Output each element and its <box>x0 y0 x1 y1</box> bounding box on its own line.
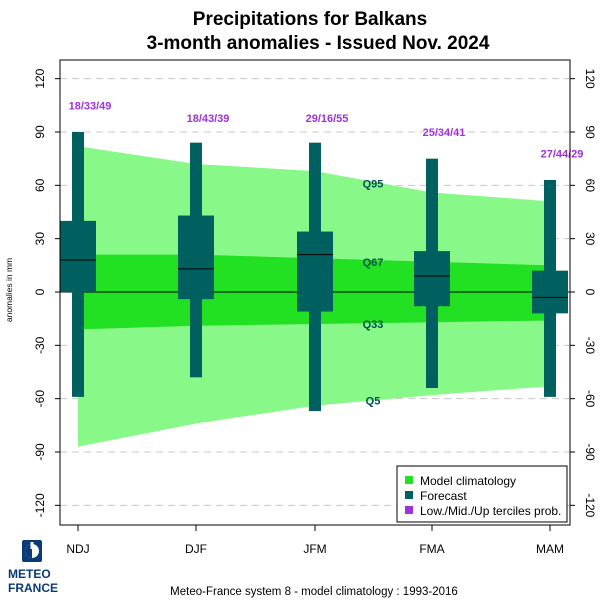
y-tick-label-right: 30 <box>583 232 597 246</box>
tercile-prob-DJF: 18/43/39 <box>187 113 230 125</box>
y-tick-label-left: -90 <box>33 443 47 461</box>
y-tick-label-right: -60 <box>583 390 597 408</box>
forecast-box-DJF <box>178 215 214 300</box>
quantile-label-q5: Q5 <box>366 395 381 407</box>
footer-note: Meteo-France system 8 - model climatolog… <box>170 586 458 598</box>
tercile-prob-FMA: 25/34/41 <box>423 127 466 139</box>
y-tick-label-right: 60 <box>583 179 597 193</box>
y-tick-label-left: 90 <box>33 125 47 139</box>
y-tick-label-left: -30 <box>33 336 47 354</box>
tercile-prob-JFM: 29/16/55 <box>306 113 349 125</box>
x-tick-label-FMA: FMA <box>419 542 444 556</box>
quantile-label-q95: Q95 <box>363 179 384 191</box>
legend-label-climatology: Model climatology <box>420 474 516 488</box>
y-tick-label-right: 0 <box>583 289 597 296</box>
x-tick-label-DJF: DJF <box>185 542 207 556</box>
y-tick-label-left: -120 <box>33 493 47 517</box>
forecast-box-NDJ <box>60 220 96 292</box>
quantile-label-q67: Q67 <box>363 257 384 269</box>
logo-text-line1: METEO <box>8 567 51 581</box>
legend-swatch-forecast <box>405 491 413 499</box>
forecast-box-MAM <box>532 270 568 314</box>
y-tick-label-left: 120 <box>33 68 47 88</box>
chart-title: Precipitations for Balkans <box>193 9 427 30</box>
x-tick-label-NDJ: NDJ <box>66 542 89 556</box>
tercile-prob-NDJ: 18/33/49 <box>69 100 112 112</box>
y-tick-label-right: -90 <box>583 443 597 461</box>
x-tick-label-MAM: MAM <box>536 542 564 556</box>
x-tick-label-JFM: JFM <box>303 542 326 556</box>
tercile-prob-MAM: 27/44/29 <box>541 148 584 160</box>
y-tick-label-right: -120 <box>583 493 597 517</box>
meteo-france-logo-icon <box>22 540 42 562</box>
legend-label-terciles: Low./Mid./Up terciles prob. <box>420 504 561 518</box>
chart-subtitle: 3-month anomalies - Issued Nov. 2024 <box>147 33 490 54</box>
y-tick-label-right: 90 <box>583 125 597 139</box>
logo-text-line2: FRANCE <box>8 581 58 595</box>
legend-swatch-climatology <box>405 476 413 484</box>
y-tick-label-left: 0 <box>33 288 47 295</box>
forecast-box-JFM <box>297 231 333 312</box>
legend-swatch-terciles <box>405 506 413 514</box>
forecast-box-FMA <box>414 251 450 307</box>
plot-area: Q95 Q67 Q33 Q5 18/33/49 18/43/39 29/16/55 25/34… <box>33 59 597 556</box>
legend: Model climatology Forecast Low./Mid./Up … <box>396 465 568 523</box>
legend-label-forecast: Forecast <box>420 489 467 503</box>
y-axis-label: anomalies in mm <box>4 258 14 322</box>
quantile-label-q33: Q33 <box>363 319 384 331</box>
y-tick-label-left: 60 <box>33 178 47 192</box>
legend-box <box>396 465 568 523</box>
y-tick-label-left: -60 <box>33 390 47 408</box>
y-tick-label-right: 120 <box>583 69 597 89</box>
meteo-france-logo: METEO FRANCE <box>8 540 58 595</box>
y-tick-label-left: 30 <box>33 232 47 246</box>
y-tick-label-right: -30 <box>583 337 597 355</box>
